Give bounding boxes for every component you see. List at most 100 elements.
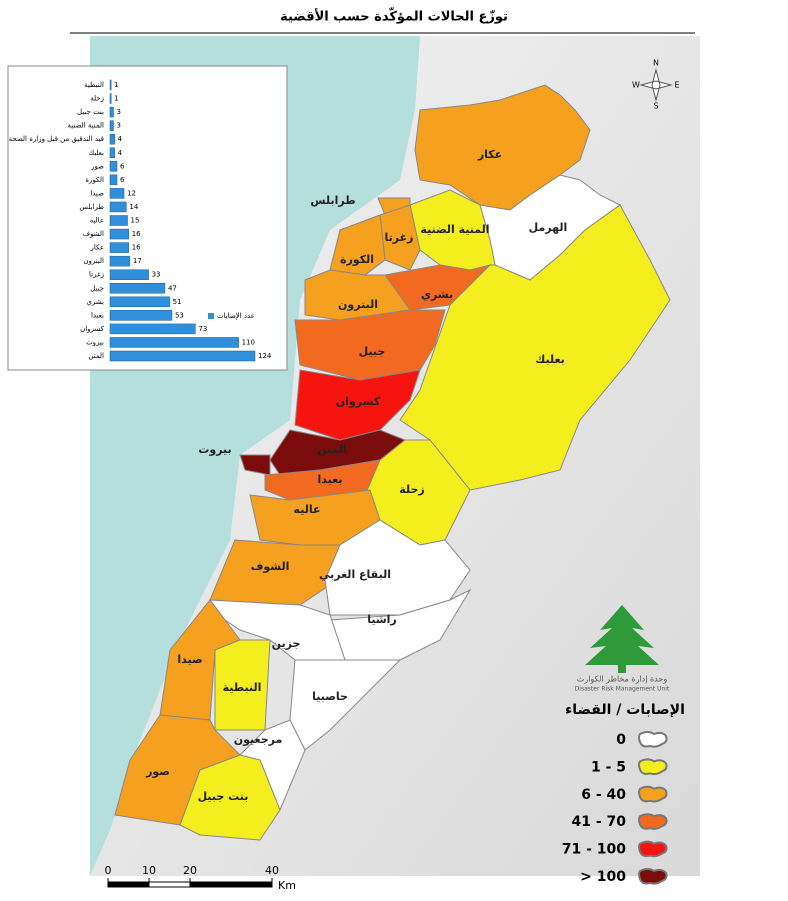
logo-english: Disaster Risk Management Unit (575, 686, 670, 693)
scale-segment (107, 881, 150, 888)
legend-swatch (208, 313, 214, 319)
district-label: عاليه (294, 503, 321, 516)
bar (109, 79, 112, 91)
bar (109, 228, 129, 240)
district-label: عكار (477, 148, 502, 161)
bar (109, 161, 118, 172)
bar (109, 120, 114, 131)
legend-swatch (638, 840, 668, 858)
district-label: حاصبيا (312, 690, 348, 703)
bar (109, 310, 173, 321)
scale-segment (148, 881, 191, 888)
cedar-trunk (618, 665, 626, 673)
district-label: جبيل (359, 345, 386, 358)
legend-swatch (638, 758, 668, 776)
scale-label: 20 (183, 864, 197, 877)
legend: الإصابات / القضاء 0 1 - 5 6 - 40 41 - 70 71 -… (562, 702, 685, 885)
bar (109, 337, 239, 348)
bar-value: 4 (118, 149, 123, 157)
district (304, 269, 411, 321)
legend-label: 6 - 40 (581, 787, 626, 803)
district-label: البترون (338, 298, 378, 311)
bar-value: 3 (117, 108, 121, 116)
bar-category: المنية الضنية (68, 122, 105, 130)
bar-category: بيروت (86, 338, 104, 346)
district-label: جزين (272, 637, 301, 650)
bar-value: 124 (258, 352, 272, 360)
bar-category: صيدا (90, 189, 104, 197)
scale-bar: 0 10 20 40 Km (105, 864, 296, 892)
legend-label: 71 - 100 (562, 842, 627, 858)
district-labels: عكار الهرمل المنية الضنية طرابلس زغرتا الكورة… (145, 148, 567, 803)
inset-chart: النبطية 1 زحلة 1 بنت جبيل 3 المنية الضنية 3 قيد … (9, 79, 272, 362)
legend-label: > 100 (580, 869, 626, 885)
district-label: صور (145, 765, 170, 778)
bar-category: صور (90, 162, 104, 170)
bar (109, 283, 166, 294)
bar-value: 51 (173, 298, 182, 306)
district (179, 754, 281, 841)
bar-value: 1 (114, 95, 118, 103)
district (208, 599, 346, 661)
district (399, 204, 671, 491)
bar-category: عكار (89, 244, 104, 252)
compass-w: W (632, 81, 640, 90)
bar-value: 1 (114, 81, 118, 89)
bar-category: قيد التدقيق من قبل وزارة الصحة (9, 135, 104, 143)
legend-title: الإصابات / القضاء (565, 702, 685, 718)
compass: N S E W (632, 59, 679, 111)
district-label: البقاع الغربي (319, 568, 391, 581)
district-label: صيدا (177, 653, 202, 666)
districts (114, 84, 671, 841)
compass-s: S (653, 102, 658, 111)
district (414, 84, 591, 211)
bar-category: الكورة (85, 176, 104, 184)
bar (109, 188, 125, 199)
bar-category: الشوف (83, 230, 104, 238)
district-label: طرابلس (310, 194, 355, 207)
bar-category: بعلبك (88, 149, 104, 157)
bar (109, 93, 112, 104)
map-title: توزّع الحالات المؤكّدة حسب الأقضية (280, 6, 508, 24)
legend-label: 0 (616, 732, 626, 748)
bar-category: زغرتا (89, 271, 104, 279)
bar-value: 15 (131, 217, 140, 225)
bar-value: 53 (175, 311, 184, 319)
bar-category: طرابلس (79, 203, 104, 211)
bar (109, 147, 115, 158)
bar-category: جبيل (90, 284, 104, 292)
bar (109, 296, 170, 308)
bar-value: 6 (120, 162, 125, 170)
district-label: الكورة (340, 253, 374, 266)
district-label: زحلة (399, 483, 424, 496)
scale-segment (189, 881, 273, 888)
bar (109, 201, 127, 213)
bar-category: زحلة (90, 95, 104, 103)
district-label: بعبدا (318, 473, 343, 486)
bar (109, 133, 115, 145)
district-label: بشري (421, 288, 453, 301)
legend-swatch (638, 785, 668, 803)
district-label: النبطية (223, 681, 262, 694)
chart-legend: عدد الإصابات (217, 312, 255, 320)
scale-label: 40 (265, 864, 279, 877)
bar (109, 323, 196, 335)
bar-value: 3 (117, 122, 121, 130)
bar-category: البترون (83, 257, 104, 265)
bar-value: 16 (132, 230, 141, 238)
scale-label: 0 (105, 864, 112, 877)
bar-value: 17 (133, 257, 142, 265)
logo: وحدة إدارة مخاطر الكوارث Disaster Risk M… (575, 605, 670, 693)
legend-label: 1 - 5 (591, 759, 626, 775)
district (324, 519, 471, 616)
district-label: بيروت (198, 443, 231, 456)
bar-value: 73 (198, 325, 207, 333)
district-label: بنت جبيل (198, 790, 249, 803)
bar-category: المتن (88, 352, 104, 360)
district (294, 369, 421, 441)
compass-e: E (674, 81, 679, 90)
district-label: الشوف (251, 560, 290, 573)
bar (109, 215, 128, 226)
scale-unit: Km (278, 879, 296, 892)
